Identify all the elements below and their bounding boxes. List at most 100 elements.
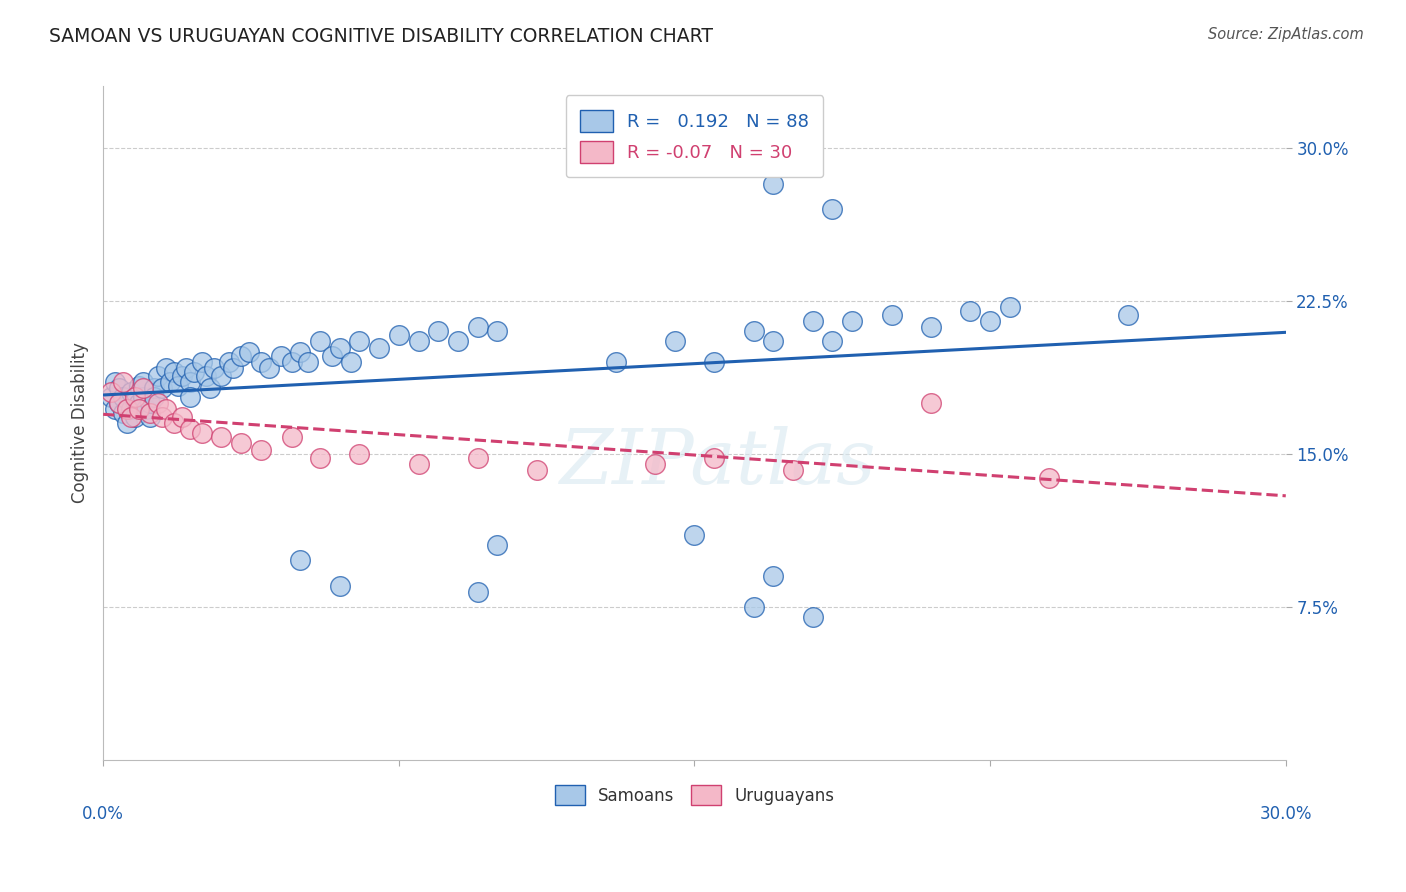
Point — [159, 375, 181, 389]
Point — [115, 416, 138, 430]
Point — [131, 381, 153, 395]
Text: Source: ZipAtlas.com: Source: ZipAtlas.com — [1208, 27, 1364, 42]
Point — [281, 355, 304, 369]
Point — [309, 450, 332, 465]
Point — [124, 409, 146, 424]
Point — [111, 390, 134, 404]
Point — [198, 381, 221, 395]
Point — [257, 360, 280, 375]
Point — [880, 308, 903, 322]
Point — [148, 369, 170, 384]
Point — [155, 360, 177, 375]
Point — [120, 409, 142, 424]
Point — [959, 303, 981, 318]
Point — [120, 385, 142, 400]
Point — [179, 390, 201, 404]
Point — [209, 369, 232, 384]
Point — [179, 422, 201, 436]
Text: SAMOAN VS URUGUAYAN COGNITIVE DISABILITY CORRELATION CHART: SAMOAN VS URUGUAYAN COGNITIVE DISABILITY… — [49, 27, 713, 45]
Point — [703, 151, 725, 165]
Point — [801, 314, 824, 328]
Point — [920, 395, 942, 409]
Point — [526, 463, 548, 477]
Point — [218, 355, 240, 369]
Point — [229, 436, 252, 450]
Point — [821, 202, 844, 216]
Point — [664, 334, 686, 349]
Point — [605, 355, 627, 369]
Point — [202, 360, 225, 375]
Point — [238, 344, 260, 359]
Point — [388, 328, 411, 343]
Point — [250, 442, 273, 457]
Point — [155, 401, 177, 416]
Y-axis label: Cognitive Disability: Cognitive Disability — [72, 343, 89, 503]
Point — [190, 355, 212, 369]
Point — [124, 393, 146, 408]
Point — [467, 450, 489, 465]
Point — [124, 390, 146, 404]
Point — [486, 324, 509, 338]
Point — [179, 375, 201, 389]
Point — [104, 375, 127, 389]
Point — [108, 381, 131, 395]
Point — [329, 579, 352, 593]
Point — [150, 409, 173, 424]
Point — [139, 406, 162, 420]
Point — [486, 538, 509, 552]
Point — [111, 375, 134, 389]
Point — [467, 320, 489, 334]
Text: ZIPatlas: ZIPatlas — [560, 426, 876, 500]
Point — [128, 401, 150, 416]
Point — [329, 341, 352, 355]
Point — [128, 379, 150, 393]
Point — [174, 360, 197, 375]
Point — [979, 314, 1001, 328]
Point — [427, 324, 450, 338]
Point — [229, 349, 252, 363]
Point — [467, 585, 489, 599]
Point — [801, 610, 824, 624]
Point — [1116, 308, 1139, 322]
Point — [920, 320, 942, 334]
Point — [222, 360, 245, 375]
Point — [163, 416, 186, 430]
Point — [281, 430, 304, 444]
Point — [321, 349, 343, 363]
Point — [170, 369, 193, 384]
Point — [104, 401, 127, 416]
Point — [290, 553, 312, 567]
Point — [309, 334, 332, 349]
Point — [408, 457, 430, 471]
Point — [297, 355, 319, 369]
Point — [170, 409, 193, 424]
Point — [100, 385, 122, 400]
Point — [143, 381, 166, 395]
Point — [408, 334, 430, 349]
Point — [120, 401, 142, 416]
Point — [250, 355, 273, 369]
Point — [841, 314, 863, 328]
Point — [349, 447, 371, 461]
Point — [163, 365, 186, 379]
Point — [290, 344, 312, 359]
Point — [115, 401, 138, 416]
Point — [128, 395, 150, 409]
Point — [135, 401, 157, 416]
Text: 0.0%: 0.0% — [82, 805, 124, 822]
Point — [1038, 471, 1060, 485]
Point — [340, 355, 363, 369]
Point — [683, 528, 706, 542]
Point — [762, 569, 785, 583]
Point — [349, 334, 371, 349]
Point — [190, 426, 212, 441]
Point — [447, 334, 470, 349]
Point — [111, 406, 134, 420]
Point — [148, 395, 170, 409]
Point — [762, 334, 785, 349]
Point — [209, 430, 232, 444]
Point — [762, 178, 785, 192]
Point — [644, 457, 666, 471]
Point — [108, 395, 131, 409]
Point — [821, 334, 844, 349]
